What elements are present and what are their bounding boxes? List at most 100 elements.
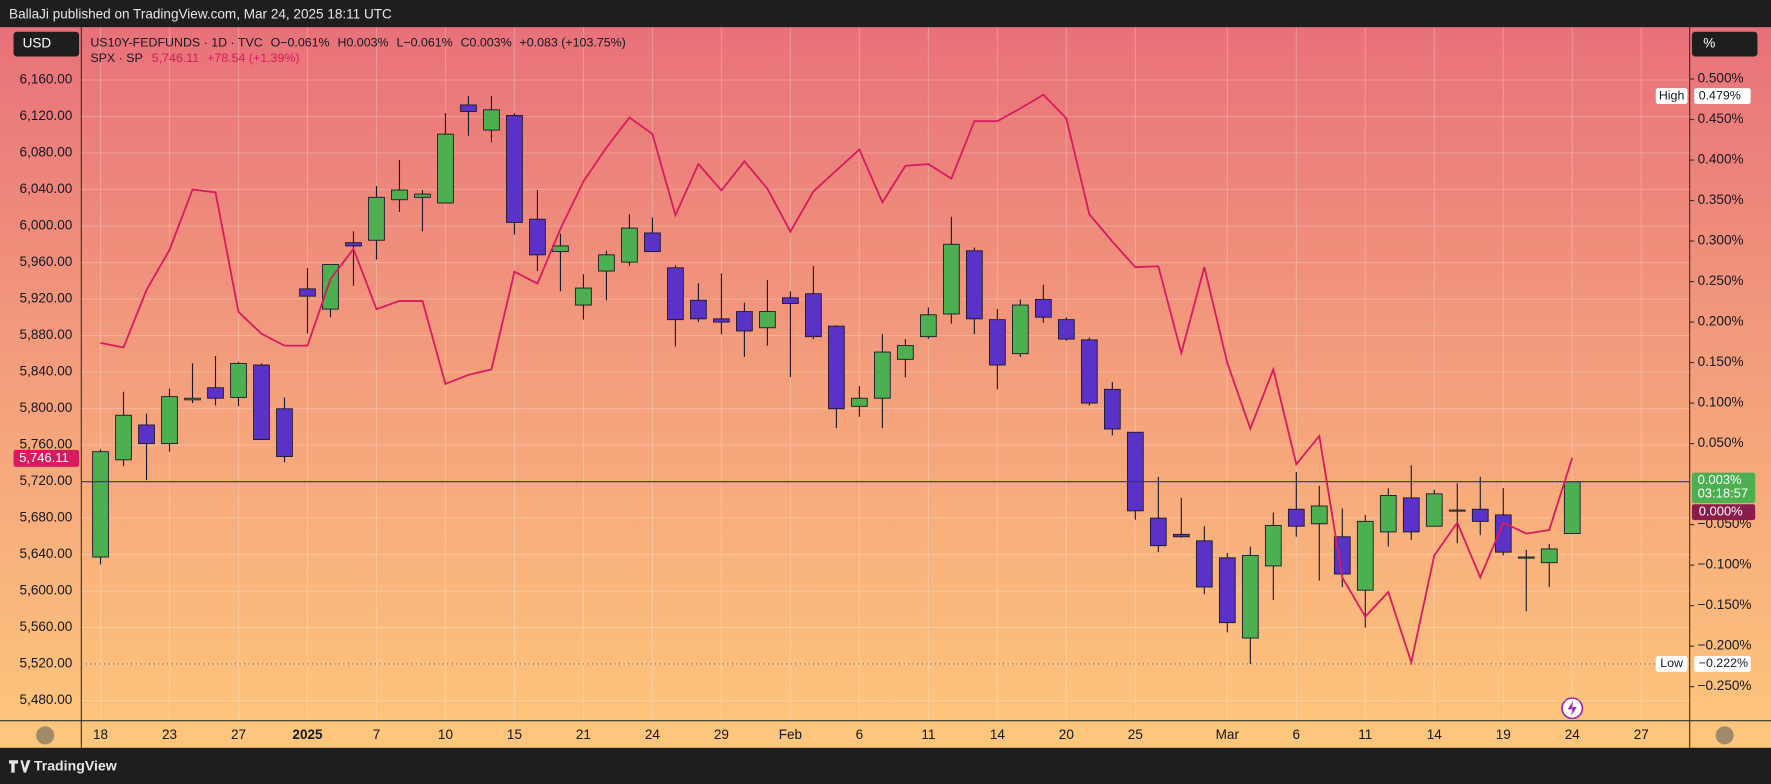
y-tick-label: 5,640.00 (20, 546, 73, 561)
unit: % (1703, 36, 1715, 51)
candle-body (851, 397, 868, 407)
candle-body (1563, 481, 1581, 534)
x-tick-label: 6 (856, 727, 864, 742)
candle-body (1012, 304, 1029, 355)
candle-body (1517, 556, 1535, 559)
x-tick-label: 29 (714, 727, 729, 742)
y-tick-label: 6,120.00 (20, 108, 73, 123)
candle-body (805, 293, 822, 338)
x-tick-label: 27 (231, 727, 246, 742)
candle-body (1057, 319, 1075, 340)
candle-body (1264, 524, 1282, 567)
axis-button[interactable] (36, 726, 55, 745)
y-tick-label: 5,760.00 (20, 437, 73, 452)
x-tick-label: 11 (921, 727, 935, 742)
candle-body (207, 387, 224, 399)
y2-tick-label: 0.050% (1698, 435, 1744, 450)
x-tick-label: 7 (373, 727, 381, 742)
price-tag-box (1655, 656, 1688, 672)
candle-body (644, 232, 661, 253)
line-last-label: 5,746.11 (19, 450, 69, 465)
x-tick-label: 20 (1059, 727, 1074, 742)
candle-body (828, 325, 845, 410)
legend-text: O−0.061% (271, 35, 330, 49)
y-tick-label: 6,040.00 (20, 181, 73, 196)
brand-logo (9, 760, 31, 773)
candle-body (138, 424, 155, 445)
x-tick-label: 19 (1496, 727, 1511, 742)
candle-body (322, 264, 339, 310)
axis-button[interactable] (1715, 726, 1734, 745)
y2-tick-label: 0.350% (1698, 192, 1744, 207)
candle-body (529, 218, 546, 256)
legend-text: H0.003% (337, 35, 388, 49)
x-tick-label: 11 (1358, 727, 1372, 742)
candle-body (391, 189, 408, 201)
legend-text: US10Y-FEDFUNDS · 1D · TVC (90, 35, 262, 49)
y2-tick-label: 0.450% (1698, 111, 1744, 126)
candle-body (1402, 497, 1420, 533)
candle-body (1379, 494, 1397, 533)
candle-body (667, 267, 684, 321)
line-pct-box (1691, 504, 1756, 521)
last-price-box (1691, 472, 1756, 504)
countdown: 03:18:57 (1698, 486, 1748, 501)
y-tick-label: 5,480.00 (20, 692, 73, 707)
candle-body (299, 288, 316, 297)
candle-body (1310, 505, 1328, 525)
candle-body (1448, 509, 1466, 512)
y2-tick-label: −0.100% (1698, 557, 1752, 572)
y-tick-label: 5,960.00 (20, 254, 73, 269)
candle-body (1425, 493, 1443, 527)
candle-body (483, 109, 500, 131)
candle-body (1218, 557, 1236, 624)
candle-body (713, 318, 730, 323)
line-series (100, 93, 1574, 666)
legend-text: L−0.061% (396, 35, 452, 49)
last-price: 0.003% (1698, 472, 1742, 487)
candle-body (115, 414, 132, 461)
unit-box (1691, 31, 1758, 57)
candle-body (598, 254, 615, 272)
candle-body (1126, 431, 1144, 512)
candle-body (184, 397, 201, 401)
y-tick-label: 5,520.00 (20, 656, 73, 671)
candle-body (989, 319, 1006, 366)
candle-body (966, 250, 983, 320)
x-tick-label: 18 (93, 727, 108, 742)
y-tick-label: 6,000.00 (20, 218, 73, 233)
y2-tick-label: 0.400% (1698, 152, 1744, 167)
y-tick-label: 6,080.00 (20, 145, 73, 160)
y2-tick-label: 0.200% (1698, 314, 1744, 329)
candle-body (736, 311, 753, 332)
x-tick-label: 2025 (292, 727, 323, 742)
x-tick-label: 24 (1565, 727, 1581, 742)
candle-body (161, 396, 178, 445)
x-tick-label: 25 (1128, 727, 1143, 742)
x-tick-label: 15 (507, 727, 522, 742)
candle-body (943, 243, 960, 315)
candle-body (253, 364, 270, 441)
x-tick-label: 23 (162, 727, 177, 742)
candle-body (1471, 508, 1489, 522)
candle-body (1241, 554, 1259, 639)
x-tick-label: 14 (990, 727, 1006, 742)
y-tick-label: 5,840.00 (20, 364, 73, 379)
candle-body (276, 408, 293, 458)
x-tick-label: 6 (1293, 727, 1301, 742)
x-tick-label: Feb (779, 727, 802, 742)
legend-text: C0.003% (461, 35, 512, 49)
event-icon (1561, 697, 1584, 720)
legend-text: +0.083 (+103.75%) (520, 35, 626, 49)
y2-tick-label: −0.200% (1698, 638, 1752, 653)
candle-body (506, 115, 523, 223)
candle-body (1540, 548, 1558, 564)
y-tick-label: 5,880.00 (20, 327, 73, 342)
line-pct-label: 0.000% (1699, 504, 1743, 519)
x-tick-label: 24 (645, 727, 661, 742)
candle-body (1149, 517, 1167, 547)
y2-tick-label: −0.250% (1698, 678, 1752, 693)
y2-tick-label: 0.100% (1698, 395, 1744, 410)
candle-body (690, 299, 707, 320)
